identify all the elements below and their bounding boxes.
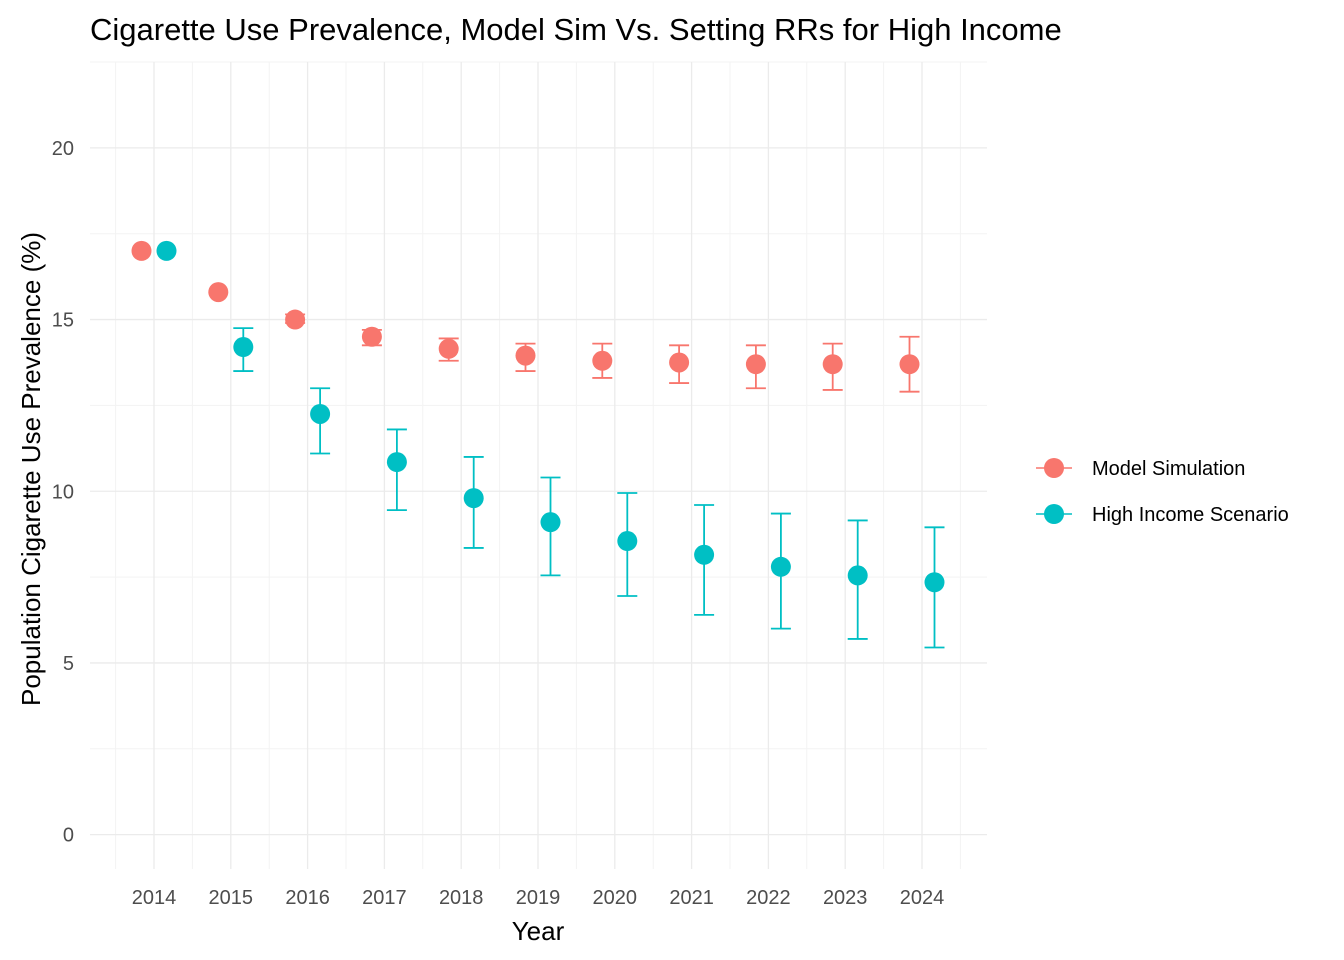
data-point [745,354,766,375]
grid-major [90,62,987,869]
legend-key-point [1044,504,1064,524]
data-point [899,354,920,375]
chart-title: Cigarette Use Prevalence, Model Sim Vs. … [90,12,1062,47]
y-axis-title: Population Cigarette Use Prevalence (%) [16,232,46,706]
data-point [847,565,868,586]
legend-item-high-income-scenario: High Income Scenario [1036,504,1289,526]
legend-label: High Income Scenario [1092,504,1289,526]
data-point [156,240,177,261]
legend-item-model-simulation: Model Simulation [1036,458,1245,480]
data-point [438,338,459,359]
x-tick-label: 2023 [823,887,868,909]
y-tick-label: 0 [63,825,74,847]
series-model-simulation [131,240,920,393]
series-high-income-scenario [156,240,945,649]
data-point [463,488,484,509]
y-tick-label: 10 [52,481,74,503]
x-tick-label: 2017 [362,887,407,909]
data-point [669,352,690,373]
data-point [822,354,843,375]
data-point [361,326,382,347]
grid-minor [90,61,987,869]
y-tick-label: 15 [52,310,74,332]
legend-key-point [1044,458,1064,478]
y-tick-label: 20 [52,138,74,160]
x-tick-label: 2024 [900,887,945,909]
data-point [386,452,407,473]
x-tick-label: 2015 [209,887,254,909]
x-tick-label: 2016 [285,887,330,909]
legend: Model Simulation High Income Scenario [1036,458,1289,526]
x-tick-label: 2022 [746,887,791,909]
data-layer [131,240,945,649]
x-tick-label: 2020 [593,887,638,909]
data-point [770,556,791,577]
data-point [208,282,229,303]
x-axis-ticks: 2014 2015 2016 2017 2018 2019 2020 2021 2022 2023… [132,887,945,909]
data-point [540,512,561,533]
legend-label: Model Simulation [1092,458,1245,480]
data-point [924,572,945,593]
data-point [515,345,536,366]
data-point [617,531,638,552]
data-point [131,240,152,261]
y-tick-label: 5 [63,653,74,675]
x-tick-label: 2014 [132,887,177,909]
x-tick-label: 2018 [439,887,484,909]
data-point [285,309,306,330]
x-axis-title: Year [512,916,565,946]
data-point [592,350,613,371]
data-point [694,544,715,565]
data-point [310,403,331,424]
data-point [233,337,254,358]
y-axis-ticks: 0 5 10 15 20 [52,138,74,847]
x-tick-label: 2019 [516,887,561,909]
x-tick-label: 2021 [669,887,714,909]
